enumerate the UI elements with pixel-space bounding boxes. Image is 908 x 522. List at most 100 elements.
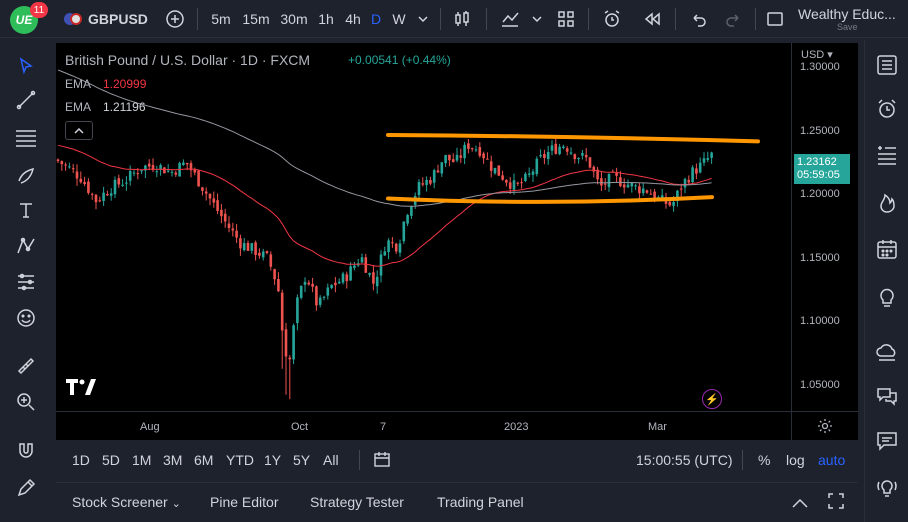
tab-trading-panel[interactable]: Trading Panel [437, 494, 524, 510]
currency-label[interactable]: USD ▾ [801, 49, 833, 61]
price-tick-label: 1.05000 [800, 378, 840, 391]
range-1d[interactable]: 1D [72, 452, 90, 468]
candle-body [554, 143, 558, 154]
interval-4h[interactable]: 4h [345, 11, 361, 27]
price-axis[interactable]: USD ▾ [791, 43, 858, 411]
measure-tool[interactable] [10, 350, 42, 382]
range-6m[interactable]: 6M [194, 452, 214, 468]
replay-button[interactable] [640, 8, 664, 30]
layout-name[interactable]: Wealthy Educ... [798, 6, 896, 22]
expand-panel-button[interactable] [792, 495, 808, 513]
notifications-button[interactable] [872, 426, 902, 456]
price-plot[interactable] [56, 43, 791, 411]
undo-icon [693, 14, 706, 27]
chats-button[interactable] [872, 382, 902, 412]
auto-toggle[interactable]: auto [818, 452, 846, 468]
candle-body [615, 172, 618, 176]
templates-button[interactable] [555, 8, 577, 30]
indicators-dropdown[interactable] [530, 8, 544, 30]
range-1y[interactable]: 1Y [264, 452, 282, 468]
candle-body [391, 242, 394, 244]
range-all[interactable]: All [323, 452, 339, 468]
alerts-button[interactable] [872, 94, 902, 124]
interval-1h[interactable]: 1h [318, 11, 334, 27]
add-symbol-button[interactable] [164, 8, 186, 30]
candle-body [372, 272, 375, 284]
interval-d[interactable]: D [370, 11, 382, 27]
lock-drawings-tool[interactable] [10, 472, 42, 504]
help-button[interactable] [872, 472, 902, 502]
maximize-panel-button[interactable] [828, 493, 844, 514]
prediction-tool[interactable] [10, 266, 42, 298]
symbol-search[interactable]: GBPUSD [88, 11, 148, 27]
trendline-tool[interactable] [10, 84, 42, 116]
candle-body [638, 186, 641, 194]
candle-body [349, 266, 352, 281]
candle-body [345, 274, 349, 282]
interval-w[interactable]: W [392, 11, 406, 27]
calendar-button[interactable] [872, 234, 902, 264]
alert-button[interactable] [600, 8, 624, 30]
goto-date-button[interactable] [373, 451, 391, 474]
range-3m[interactable]: 3M [163, 452, 183, 468]
cursor-tool[interactable] [10, 50, 42, 82]
fullscreen-button[interactable] [764, 8, 786, 30]
candle-body [672, 202, 675, 206]
chart-panel[interactable]: British Pound / U.S. Dollar · 1D · FXCM … [56, 43, 858, 440]
interval-dropdown[interactable] [416, 8, 430, 30]
candle-body [588, 157, 592, 168]
magnet-tool[interactable] [10, 435, 42, 467]
tab-strategy-tester[interactable]: Strategy Tester [310, 494, 404, 510]
candle-body [136, 173, 140, 175]
candle-body [284, 329, 288, 357]
data-window-button[interactable] [872, 140, 902, 170]
watchlist-button[interactable] [872, 50, 902, 80]
zoom-tool[interactable] [10, 386, 42, 418]
lightning-icon[interactable]: ⚡ [702, 389, 722, 409]
hotlists-button[interactable] [872, 188, 902, 218]
range-ytd[interactable]: YTD [226, 452, 254, 468]
pattern-tool[interactable] [10, 230, 42, 262]
range-5d[interactable]: 5D [102, 452, 120, 468]
indicators-button[interactable] [498, 8, 522, 30]
candle-body [185, 162, 189, 165]
utc-clock[interactable]: 15:00:55 (UTC) [636, 452, 733, 468]
candle-body [657, 196, 660, 198]
save-label[interactable]: Save [837, 22, 858, 32]
candle-body [565, 148, 569, 152]
tab-pine-editor[interactable]: Pine Editor [210, 494, 279, 510]
interval-30m[interactable]: 30m [280, 11, 308, 27]
brush-tool[interactable] [10, 158, 42, 190]
chart-title[interactable]: British Pound / U.S. Dollar · 1D · FXCM [65, 52, 311, 68]
range-5y[interactable]: 5Y [293, 452, 311, 468]
smiley-icon [17, 309, 35, 327]
time-axis[interactable]: Aug Oct 7 2023 Mar [56, 411, 791, 440]
interval-5m[interactable]: 5m [211, 11, 231, 27]
candle-body [505, 179, 508, 183]
candle-body [307, 282, 311, 285]
indicator-name[interactable]: EMA [65, 77, 92, 91]
candle-body [451, 159, 455, 163]
candle-body [174, 172, 178, 175]
tradingview-logo[interactable] [66, 379, 98, 400]
rewind-icon [644, 12, 660, 26]
indicator-name[interactable]: EMA [65, 100, 92, 114]
candle-body [56, 159, 60, 162]
streams-button[interactable] [872, 336, 902, 366]
collapse-legend-button[interactable] [65, 121, 93, 140]
candle-body [94, 194, 98, 203]
redo-button[interactable] [722, 8, 746, 30]
percent-toggle[interactable]: % [758, 452, 771, 468]
tab-stock-screener[interactable]: Stock Screener ⌄ [72, 494, 181, 510]
candle-body [501, 175, 504, 180]
icon-tool[interactable] [10, 302, 42, 334]
chart-settings-button[interactable] [791, 411, 858, 440]
log-toggle[interactable]: log [786, 452, 805, 468]
ideas-button[interactable] [872, 282, 902, 312]
chart-type-button[interactable] [450, 8, 474, 30]
interval-15m[interactable]: 15m [242, 11, 270, 27]
undo-button[interactable] [686, 8, 710, 30]
fib-tool[interactable] [10, 122, 42, 154]
text-tool[interactable] [10, 194, 42, 226]
range-1m[interactable]: 1M [132, 452, 152, 468]
